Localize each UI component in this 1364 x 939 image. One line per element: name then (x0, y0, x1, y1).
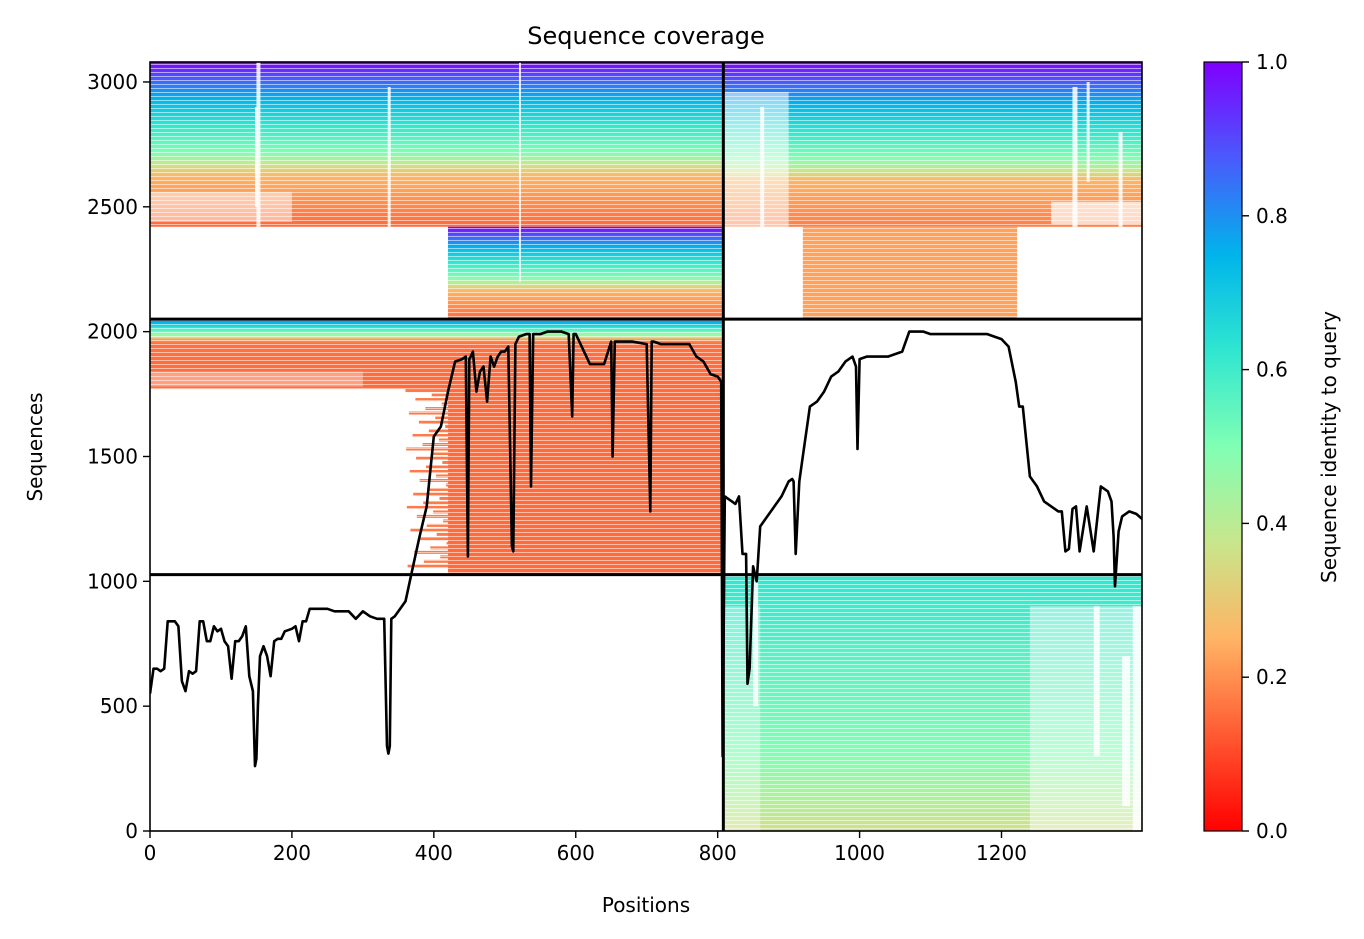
coverage-line (150, 330, 1142, 768)
colorbar-tick-label: 1.0 (1256, 50, 1288, 74)
y-tick-label: 2500 (87, 195, 138, 219)
colorbar-ticks: 0.0 0.2 0.4 0.6 0.8 1.0 (1242, 50, 1288, 843)
y-tick-label: 2000 (87, 320, 138, 344)
x-tick-label: 1000 (834, 841, 885, 865)
coverage-heatmap (150, 62, 1142, 831)
x-tick-label: 400 (415, 841, 453, 865)
x-tick-label: 0 (144, 841, 157, 865)
y-tick-label: 3000 (87, 70, 138, 94)
y-tick-label: 1500 (87, 444, 138, 468)
colorbar-tick-label: 0.8 (1256, 204, 1288, 228)
y-tick-label: 1000 (87, 569, 138, 593)
y-axis-label: Sequences (23, 392, 47, 501)
coverage-line-path (150, 330, 1142, 768)
y-tick-label: 500 (100, 694, 138, 718)
x-tick-label: 600 (557, 841, 595, 865)
colorbar-tick-label: 0.4 (1256, 511, 1288, 535)
colorbar-tick-label: 0.6 (1256, 358, 1288, 382)
colorbar-label: Sequence identity to query (1317, 311, 1341, 583)
heatmap-row-texture (150, 62, 1142, 831)
colorbar-gradient (1203, 61, 1243, 832)
colorbar-tick-label: 0.2 (1256, 665, 1288, 689)
colorbar: 0.0 0.2 0.4 0.6 0.8 1.0 Sequence identity to … (1203, 50, 1341, 843)
x-tick-label: 800 (699, 841, 737, 865)
x-tick-label: 200 (273, 841, 311, 865)
axes: 0 200 400 600 800 1000 1200 0 500 1000 1500 2000 250… (87, 61, 1143, 865)
y-tick-label: 0 (125, 819, 138, 843)
x-tick-label: 1200 (976, 841, 1027, 865)
plot-frame (149, 61, 1143, 832)
colorbar-tick-label: 0.0 (1256, 819, 1288, 843)
x-axis-label: Positions (602, 893, 690, 917)
chart-title: Sequence coverage (527, 22, 764, 50)
